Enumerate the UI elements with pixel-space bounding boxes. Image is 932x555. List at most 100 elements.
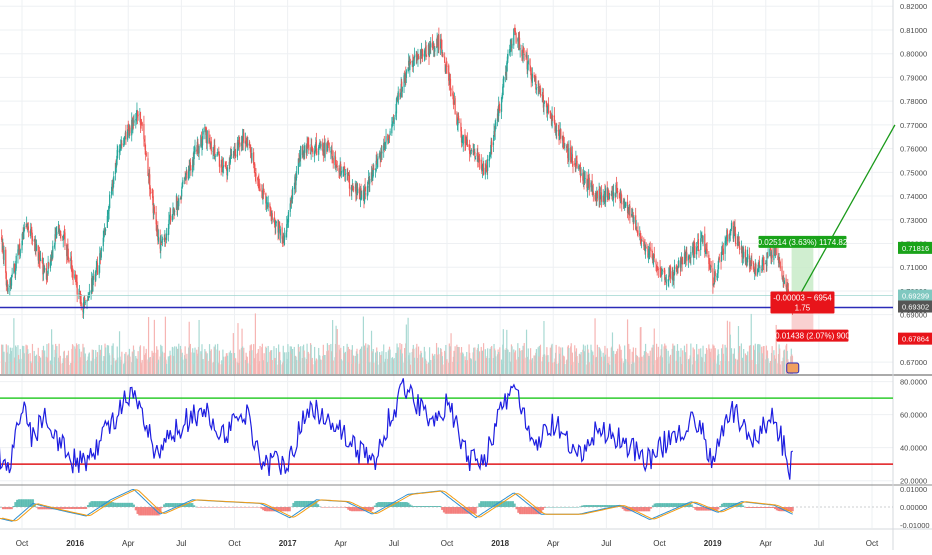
bar-marker-icon[interactable]: [787, 363, 799, 373]
candle-body: [81, 302, 82, 306]
candle-body: [576, 161, 577, 168]
support-price-tag-text: 0.69302: [902, 303, 929, 312]
volume-bar: [666, 349, 667, 374]
candle-body: [697, 246, 698, 247]
volume-bar: [44, 350, 45, 374]
candle-body: [78, 293, 79, 294]
macd-histogram-bar: [526, 507, 528, 514]
volume-bar: [20, 349, 21, 374]
macd-histogram-bar: [115, 503, 117, 507]
candle-body: [581, 173, 582, 175]
macd-histogram-bar: [696, 507, 698, 511]
candle-body: [475, 158, 476, 159]
volume-bar: [276, 348, 277, 374]
volume-bar: [418, 347, 419, 374]
candle-body: [235, 155, 236, 156]
candle-body: [181, 190, 182, 197]
macd-histogram-bar: [191, 503, 193, 507]
macd-histogram-bar: [354, 507, 356, 511]
candle-body: [702, 236, 703, 243]
volume-bar: [621, 358, 622, 374]
macd-histogram-bar: [351, 507, 353, 511]
macd-histogram-bar: [303, 501, 305, 507]
candle-body: [694, 246, 695, 254]
volume-bar: [28, 354, 29, 374]
macd-histogram-bar: [292, 503, 294, 507]
macd-histogram-bar: [113, 503, 115, 507]
macd-histogram-bar: [400, 502, 402, 507]
macd-histogram-bar: [94, 501, 96, 507]
macd-histogram-bar: [9, 507, 11, 509]
candle-body: [711, 266, 712, 268]
volume-bar: [284, 352, 285, 374]
volume-bar: [410, 365, 411, 374]
target-label[interactable]: 0.02514 (3.63%) 1174.82: [758, 236, 848, 248]
volume-bar: [329, 345, 330, 374]
stop-label[interactable]: 0.01438 (2.07%) 900: [775, 330, 850, 342]
volume-bar: [203, 359, 204, 374]
support-price-tag: 0.69302: [898, 301, 932, 313]
volume-bar: [593, 355, 594, 374]
macd-histogram-bar: [399, 502, 401, 507]
volume-bar: [434, 354, 435, 374]
volume-bar: [231, 353, 232, 374]
macd-histogram-bar: [5, 507, 7, 509]
volume-bar: [471, 359, 472, 374]
price-tick-label: 0.77000: [900, 121, 927, 130]
price-axis[interactable]: 0.820000.810000.800000.790000.780000.770…: [900, 2, 930, 530]
candle-body: [16, 256, 17, 269]
candle-body: [251, 153, 252, 161]
volume-bar: [211, 349, 212, 374]
candle-body: [308, 145, 309, 151]
position-ratio-text: 1.75: [795, 304, 811, 313]
macd-histogram-bar: [485, 501, 487, 507]
volume-bar: [617, 349, 618, 374]
candle-body: [593, 191, 594, 195]
candle-body: [168, 220, 169, 229]
volume-bar: [207, 353, 208, 374]
volume-bar: [735, 359, 736, 374]
volume-bar: [564, 364, 565, 374]
volume-bar: [678, 351, 679, 374]
macd-histogram-bar: [454, 507, 456, 514]
macd-histogram-bar: [441, 507, 443, 510]
volume-bar: [524, 343, 525, 374]
volume-bar: [194, 348, 195, 374]
volume-bar: [422, 357, 423, 374]
candle-body: [109, 195, 110, 208]
macd-histogram-bar: [43, 507, 45, 509]
price-tick-label: 0.80000: [900, 50, 927, 59]
volume-bar: [548, 362, 549, 374]
macd-histogram-bar: [119, 503, 121, 507]
volume-bar: [32, 344, 33, 374]
macd-histogram-bar: [790, 507, 792, 511]
volume-bar: [552, 363, 553, 374]
macd-histogram-bar: [289, 507, 291, 511]
volume-bar: [64, 358, 65, 374]
macd-histogram-bar: [41, 507, 43, 509]
volume-bar: [711, 349, 712, 374]
stop-price-tag: 0.67864: [898, 333, 932, 345]
macd-histogram-bar: [508, 501, 510, 507]
macd-histogram-bar: [698, 507, 700, 511]
candle-body: [194, 147, 195, 152]
rsi-tick-label: 80.0000: [900, 378, 927, 387]
volume-bar: [455, 346, 456, 374]
volume-bar: [170, 355, 171, 374]
candle-body: [544, 101, 545, 102]
volume-bar: [268, 346, 269, 374]
candle-body: [101, 248, 102, 250]
candle-body: [515, 31, 516, 32]
volume-bar: [772, 346, 773, 374]
volume-bar: [16, 347, 17, 374]
volume-bar: [540, 345, 541, 374]
candle-body: [282, 227, 283, 238]
candle-body: [520, 48, 521, 49]
candle-body: [389, 137, 390, 138]
macd-histogram-bar: [515, 507, 517, 509]
candle-body: [406, 70, 407, 78]
candle-body: [97, 263, 98, 275]
